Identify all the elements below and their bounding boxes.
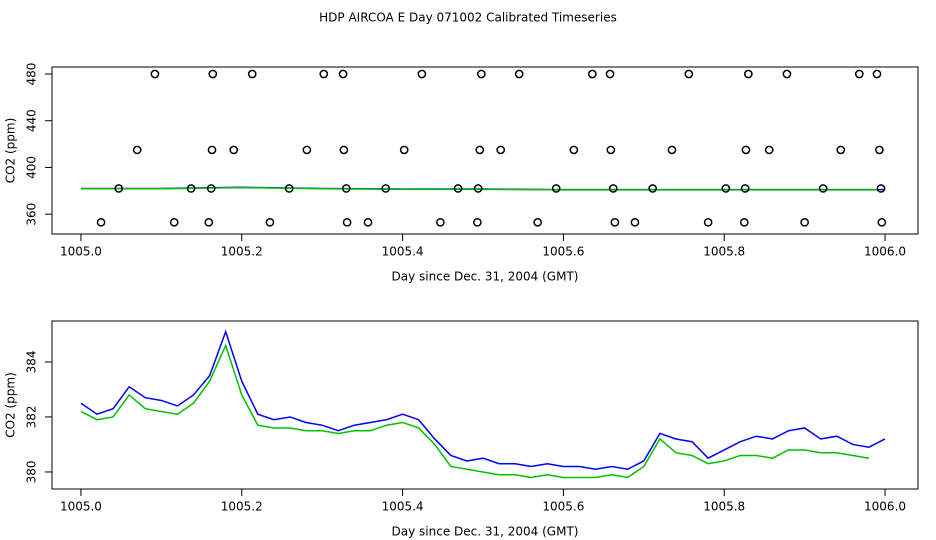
data-point xyxy=(876,184,886,193)
data-point xyxy=(605,69,615,79)
data-point xyxy=(132,145,142,155)
data-point xyxy=(630,217,640,227)
x-tick-label: 1005.2 xyxy=(221,500,263,514)
y-tick-label: 400 xyxy=(25,156,39,179)
data-point xyxy=(703,217,713,227)
data-point xyxy=(872,69,882,79)
data-point xyxy=(854,69,864,79)
plot-frame xyxy=(51,66,919,235)
data-point xyxy=(667,145,677,155)
x-tick-label: 1005.6 xyxy=(542,245,584,259)
data-point xyxy=(514,69,524,79)
data-point xyxy=(739,217,749,227)
data-point xyxy=(207,145,217,155)
y-axis-label: CO2 (ppm) xyxy=(4,372,18,438)
y-axis-label: CO2 (ppm) xyxy=(4,118,18,184)
data-point xyxy=(569,145,579,155)
data-point xyxy=(743,69,753,79)
x-axis-label: Day since Dec. 31, 2004 (GMT) xyxy=(392,525,579,539)
data-point xyxy=(436,217,445,227)
data-point xyxy=(684,69,694,79)
x-tick-label: 1005.0 xyxy=(60,245,102,259)
data-point xyxy=(399,145,409,155)
x-tick-label: 1005.8 xyxy=(703,500,745,514)
data-point xyxy=(741,145,751,155)
y-tick-label: 382 xyxy=(25,406,39,429)
data-point xyxy=(606,145,616,155)
data-point xyxy=(453,184,463,193)
page-title: HDP AIRCOA E Day 071002 Calibrated Times… xyxy=(319,11,617,25)
data-point xyxy=(587,69,597,79)
data-point xyxy=(339,145,349,155)
y-tick-label: 440 xyxy=(25,109,39,132)
y-tick-label: 480 xyxy=(25,63,39,86)
data-point xyxy=(417,69,427,79)
data-point xyxy=(533,217,543,227)
data-point xyxy=(204,217,214,227)
data-point xyxy=(302,145,312,155)
plot-frame xyxy=(51,320,919,490)
data-point xyxy=(496,145,506,155)
x-tick-label: 1005.6 xyxy=(542,500,584,514)
data-point xyxy=(473,217,482,227)
data-point xyxy=(342,217,352,227)
data-point xyxy=(740,184,750,193)
data-line xyxy=(80,186,877,191)
data-point xyxy=(648,184,658,193)
data-point xyxy=(319,69,329,79)
data-line xyxy=(80,329,886,470)
data-point xyxy=(477,69,486,79)
x-tick-label: 1005.0 xyxy=(60,500,102,514)
data-point xyxy=(836,145,846,155)
data-point xyxy=(800,217,809,227)
data-point xyxy=(186,184,196,193)
y-tick-label: 380 xyxy=(25,460,39,483)
data-line xyxy=(80,343,870,479)
x-tick-label: 1005.4 xyxy=(382,500,424,514)
x-tick-label: 1006.0 xyxy=(864,245,906,259)
data-point xyxy=(475,145,485,155)
data-point xyxy=(551,184,561,193)
data-point xyxy=(150,69,160,79)
data-point xyxy=(721,184,731,193)
data-point xyxy=(877,217,887,227)
data-point xyxy=(284,184,294,193)
data-point xyxy=(265,217,275,227)
data-point xyxy=(229,145,239,155)
x-tick-label: 1005.2 xyxy=(221,245,263,259)
data-point xyxy=(610,217,620,227)
data-point xyxy=(363,217,373,227)
y-tick-label: 360 xyxy=(25,203,39,226)
x-tick-label: 1006.0 xyxy=(864,500,906,514)
data-point xyxy=(338,69,348,79)
data-point xyxy=(96,217,106,227)
data-point xyxy=(381,184,391,193)
data-point xyxy=(782,69,792,79)
data-point xyxy=(169,217,179,227)
x-axis-label: Day since Dec. 31, 2004 (GMT) xyxy=(392,270,579,284)
data-point xyxy=(206,184,216,193)
data-point xyxy=(208,69,218,79)
y-tick-label: 384 xyxy=(25,351,39,374)
data-point xyxy=(608,184,618,193)
x-tick-label: 1005.8 xyxy=(703,245,745,259)
data-point xyxy=(818,184,828,193)
data-point xyxy=(114,184,124,193)
data-point xyxy=(875,145,884,155)
x-tick-label: 1005.4 xyxy=(382,245,424,259)
data-point xyxy=(247,69,257,79)
data-point xyxy=(341,184,351,193)
data-point xyxy=(764,145,774,155)
data-point xyxy=(473,184,483,193)
